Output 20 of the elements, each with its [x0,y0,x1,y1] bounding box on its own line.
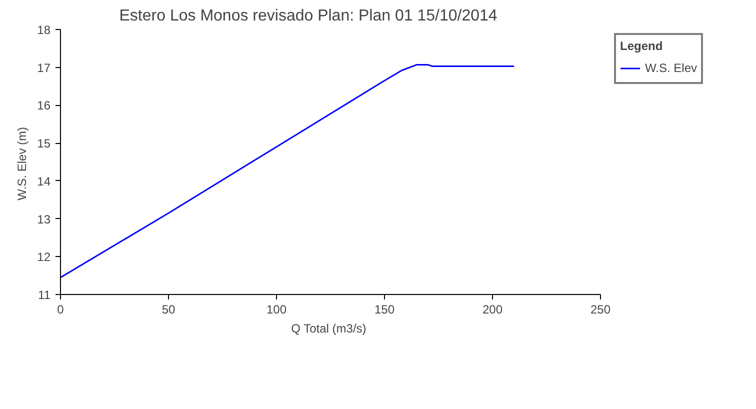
legend-label: W.S. Elev [645,61,698,75]
y-tick-label: 11 [38,288,51,302]
x-tick-label: 0 [57,302,64,316]
y-tick-label: 12 [37,250,51,264]
y-tick-label: 15 [37,136,51,151]
x-tick-label: 100 [266,302,287,316]
x-tick-label: 250 [590,302,611,316]
y-tick-label: 16 [37,98,51,113]
x-tick-label: 150 [374,302,395,316]
y-tick-label: 13 [37,212,51,226]
y-tick-label: 18 [37,23,51,37]
line-series [60,64,515,278]
legend-title: Legend [620,39,664,53]
x-axis-title: Q Total (m3/s) [291,322,366,336]
y-tick-label: 14 [37,174,51,188]
y-axis-title: W.S. Elev (m) [15,126,30,200]
x-tick-label: 200 [482,302,503,316]
chart-title: Estero Los Monos revisado Plan: Plan 01 15/10/2014 [119,8,498,24]
x-tick-label: 50 [162,302,176,316]
y-tick-label: 17 [37,60,51,75]
